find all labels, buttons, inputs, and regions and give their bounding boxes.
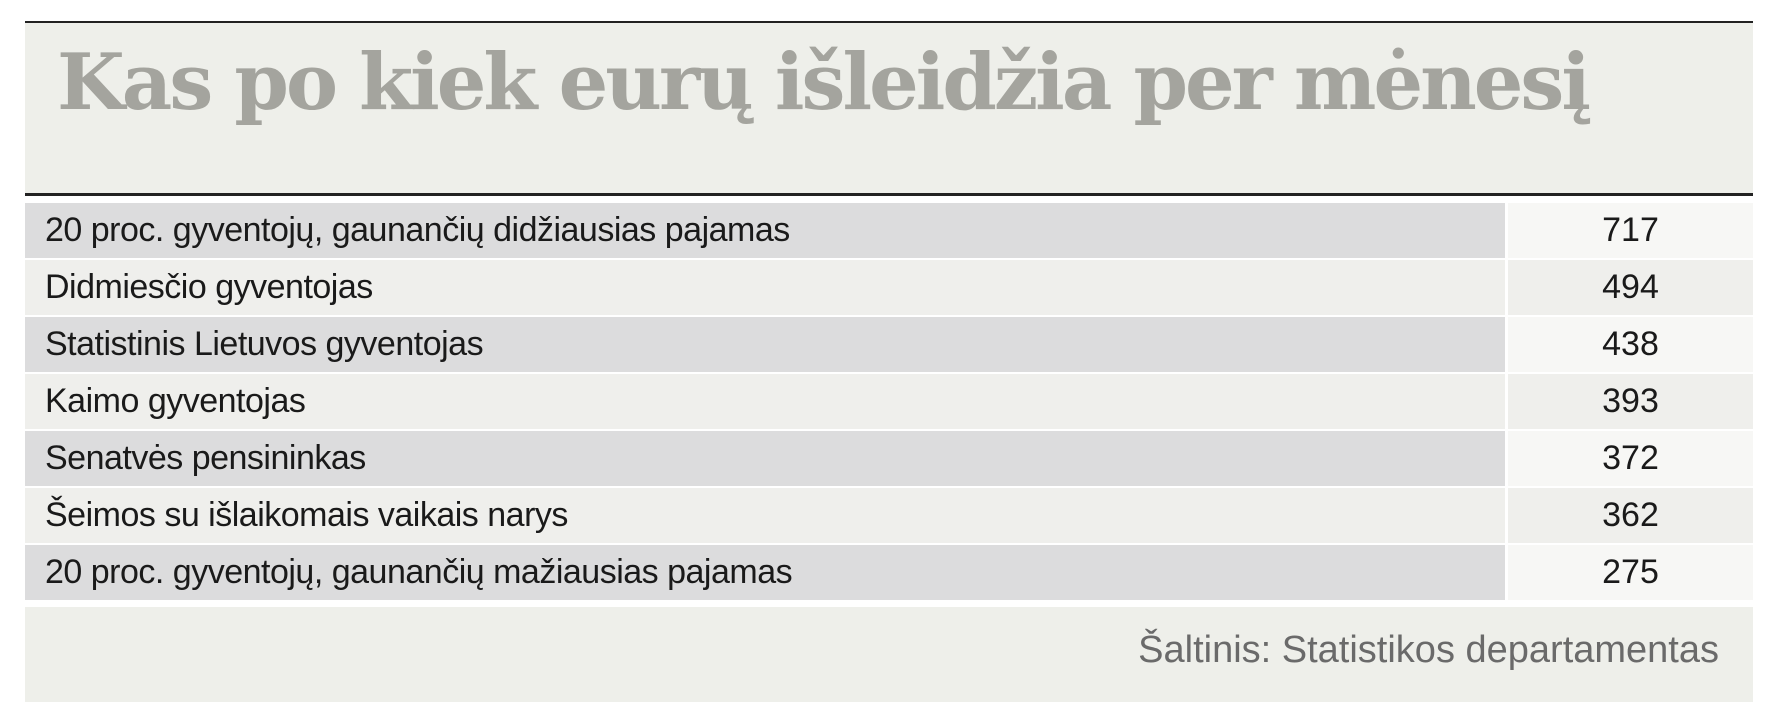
row-value: 372 bbox=[1508, 431, 1753, 486]
footer: Šaltinis: Statistikos departamentas bbox=[25, 607, 1753, 702]
row-value: 717 bbox=[1508, 203, 1753, 258]
top-rule bbox=[25, 21, 1753, 23]
row-value: 362 bbox=[1508, 488, 1753, 543]
table-row: Didmiesčio gyventojas 494 bbox=[25, 260, 1753, 315]
row-value: 438 bbox=[1508, 317, 1753, 372]
row-value: 393 bbox=[1508, 374, 1753, 429]
row-label: Senatvės pensininkas bbox=[25, 431, 1505, 486]
title-box: Kas po kiek eurų išleidžia per mėnesį bbox=[25, 23, 1753, 193]
title-rule bbox=[25, 193, 1753, 196]
row-value: 494 bbox=[1508, 260, 1753, 315]
row-label: 20 proc. gyventojų, gaunančių didžiausia… bbox=[25, 203, 1505, 258]
table-row: Statistinis Lietuvos gyventojas 438 bbox=[25, 317, 1753, 372]
row-label: Statistinis Lietuvos gyventojas bbox=[25, 317, 1505, 372]
row-value: 275 bbox=[1508, 545, 1753, 600]
row-label: Kaimo gyventojas bbox=[25, 374, 1505, 429]
table-row: Senatvės pensininkas 372 bbox=[25, 431, 1753, 486]
table-row: 20 proc. gyventojų, gaunančių mažiausias… bbox=[25, 545, 1753, 600]
table: 20 proc. gyventojų, gaunančių didžiausia… bbox=[25, 203, 1753, 602]
source: Šaltinis: Statistikos departamentas bbox=[1138, 629, 1719, 671]
row-label: Šeimos su išlaikomais vaikais narys bbox=[25, 488, 1505, 543]
title: Kas po kiek eurų išleidžia per mėnesį bbox=[57, 37, 1591, 128]
table-row: Kaimo gyventojas 393 bbox=[25, 374, 1753, 429]
row-label: 20 proc. gyventojų, gaunančių mažiausias… bbox=[25, 545, 1505, 600]
table-row: 20 proc. gyventojų, gaunančių didžiausia… bbox=[25, 203, 1753, 258]
table-row: Šeimos su išlaikomais vaikais narys 362 bbox=[25, 488, 1753, 543]
row-label: Didmiesčio gyventojas bbox=[25, 260, 1505, 315]
